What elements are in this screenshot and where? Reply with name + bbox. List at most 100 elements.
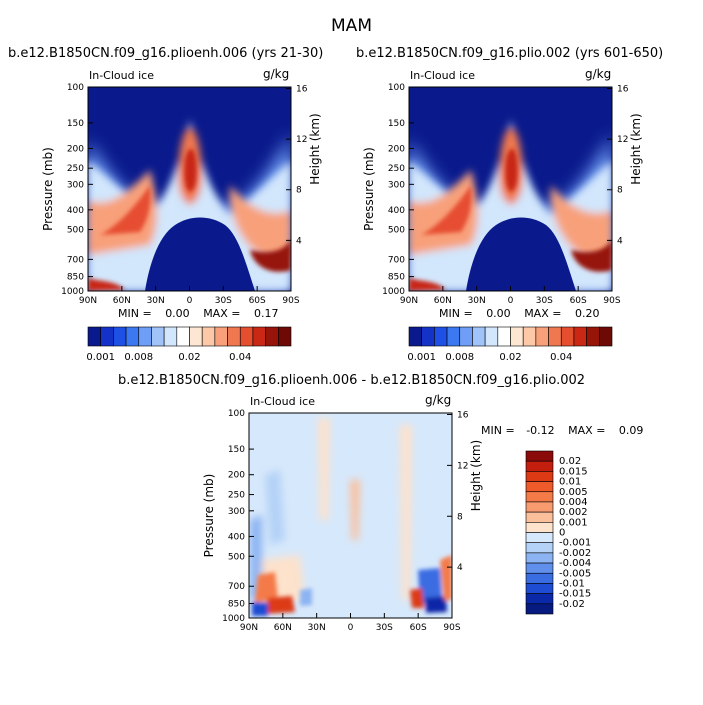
colorbar-swatch xyxy=(421,326,435,347)
panel-diff-max-value: 0.09 xyxy=(618,424,644,437)
colorbar-swatch xyxy=(472,326,486,347)
panel-left-min-value: 0.00 xyxy=(165,307,190,320)
height-tick-label: 8 xyxy=(296,186,302,196)
pressure-tick-label: 700 xyxy=(228,582,245,592)
latitude-tick-label: 90S xyxy=(603,296,620,306)
colorbar-swatch xyxy=(525,491,554,503)
pressure-tick-label: 400 xyxy=(228,532,245,542)
colorbar-swatch xyxy=(525,552,554,564)
colorbar-swatch xyxy=(525,511,554,523)
pressure-tick-label: 100 xyxy=(388,83,405,93)
colorbar-swatch xyxy=(573,326,587,347)
panel-diff-min-label: MIN = xyxy=(481,424,515,437)
colorbar-swatch xyxy=(214,326,228,347)
colorbar-swatch xyxy=(525,542,554,554)
latitude-tick-label: 0 xyxy=(508,296,514,306)
colorbar-swatch xyxy=(227,326,241,347)
colorbar-swatch xyxy=(252,326,266,347)
panel-right-max-value: 0.20 xyxy=(574,307,600,320)
panel-right-field-label: In-Cloud ice xyxy=(410,69,475,82)
colorbar-label: 0.04 xyxy=(229,352,251,363)
colorbar-label: -0.004 xyxy=(559,558,591,569)
panel-diff-max-label: MAX = xyxy=(568,424,606,437)
pressure-tick-label: 500 xyxy=(228,552,245,562)
colorbar-label: 0.01 xyxy=(559,477,581,488)
colorbar-swatch xyxy=(163,326,178,347)
pressure-tick-label: 100 xyxy=(67,83,84,93)
pressure-tick-label: 250 xyxy=(228,491,245,501)
pressure-tick-label: 100 xyxy=(228,409,245,419)
colorbar-label: -0.005 xyxy=(559,568,591,579)
height-axis-title: Height (km) xyxy=(308,113,322,184)
colorbar-label: 0.004 xyxy=(559,497,588,508)
pressure-tick-label: 1000 xyxy=(382,287,405,297)
colorbar-swatch xyxy=(535,326,549,347)
pressure-axis-title: Pressure (mb) xyxy=(41,147,55,231)
panel-diff-min-value: -0.12 xyxy=(526,424,555,437)
colorbar-label: 0.005 xyxy=(559,487,588,498)
height-tick-label: 12 xyxy=(457,461,468,471)
latitude-tick-label: 30S xyxy=(536,296,553,306)
panel-left-units: g/kg xyxy=(263,67,290,81)
latitude-tick-label: 90S xyxy=(282,296,299,306)
pressure-tick-label: 500 xyxy=(67,226,84,236)
pressure-tick-label: 150 xyxy=(67,119,84,129)
panel-right-units: g/kg xyxy=(585,67,612,81)
height-tick-label: 4 xyxy=(457,563,463,573)
pressure-tick-label: 700 xyxy=(67,255,84,265)
colorbar-label: 0.015 xyxy=(559,466,588,477)
latitude-tick-label: 90N xyxy=(400,296,418,306)
colorbar-swatch xyxy=(151,326,165,347)
colorbar-swatch xyxy=(434,326,448,347)
pressure-tick-label: 400 xyxy=(67,206,84,216)
panel-left-min-label: MIN = xyxy=(118,307,152,320)
panel-right-axes: 100 150 200 250 300 400 500 700 850 1000 4 8 12 16 90N… xyxy=(362,83,643,306)
colorbar-swatch xyxy=(548,326,562,347)
colorbar-swatch xyxy=(525,450,554,462)
colorbar-swatch xyxy=(138,326,152,347)
colorbar-swatch xyxy=(525,572,554,584)
colorbar-swatch xyxy=(459,326,473,347)
colorbar-right: 0.001 0.008 0.02 0.04 xyxy=(407,326,613,363)
panel-diff-units: g/kg xyxy=(425,393,452,407)
pressure-tick-label: 850 xyxy=(67,273,84,283)
colorbar-swatch xyxy=(484,326,499,347)
pressure-tick-label: 200 xyxy=(388,144,405,154)
colorbar-swatch xyxy=(525,471,554,482)
latitude-tick-label: 90N xyxy=(240,623,258,633)
panel-left-field-label: In-Cloud ice xyxy=(89,69,154,82)
colorbar-swatch xyxy=(525,522,554,533)
pressure-tick-label: 700 xyxy=(388,255,405,265)
panel-right-stats: MIN = 0.00 MAX = 0.20 xyxy=(439,307,599,320)
latitude-tick-label: 60N xyxy=(434,296,452,306)
colorbar-swatch xyxy=(100,326,114,347)
colorbar-label: 0.001 xyxy=(407,352,436,363)
pressure-tick-label: 200 xyxy=(67,144,84,154)
colorbar-swatch xyxy=(408,326,422,347)
pressure-tick-label: 150 xyxy=(228,445,245,455)
colorbar-swatch xyxy=(525,593,554,605)
colorbar-swatch xyxy=(525,501,554,513)
pressure-tick-label: 150 xyxy=(388,119,405,129)
panel-diff-field-label: In-Cloud ice xyxy=(250,395,315,408)
latitude-tick-label: 30S xyxy=(215,296,232,306)
latitude-tick-label: 90N xyxy=(79,296,97,306)
height-tick-label: 12 xyxy=(296,135,307,145)
colorbar-swatch xyxy=(525,481,554,493)
colorbar-swatch xyxy=(265,326,279,347)
colorbar-swatch xyxy=(525,583,554,594)
pressure-tick-label: 850 xyxy=(388,273,405,283)
height-tick-label: 8 xyxy=(617,186,623,196)
panel-left-max-label: MAX = xyxy=(203,307,241,320)
latitude-tick-label: 30S xyxy=(376,623,393,633)
colorbar-swatch xyxy=(446,326,461,347)
colorbar-label: 0.04 xyxy=(550,352,572,363)
pressure-axis-title: Pressure (mb) xyxy=(362,147,376,231)
pressure-tick-label: 300 xyxy=(388,180,405,190)
latitude-tick-label: 60N xyxy=(113,296,131,306)
panel-right-title: b.e12.B1850CN.f09_g16.plio.002 (yrs 601-… xyxy=(356,46,664,61)
latitude-tick-label: 90S xyxy=(443,623,460,633)
latitude-tick-label: 30N xyxy=(147,296,165,306)
colorbar-swatch xyxy=(525,460,554,472)
